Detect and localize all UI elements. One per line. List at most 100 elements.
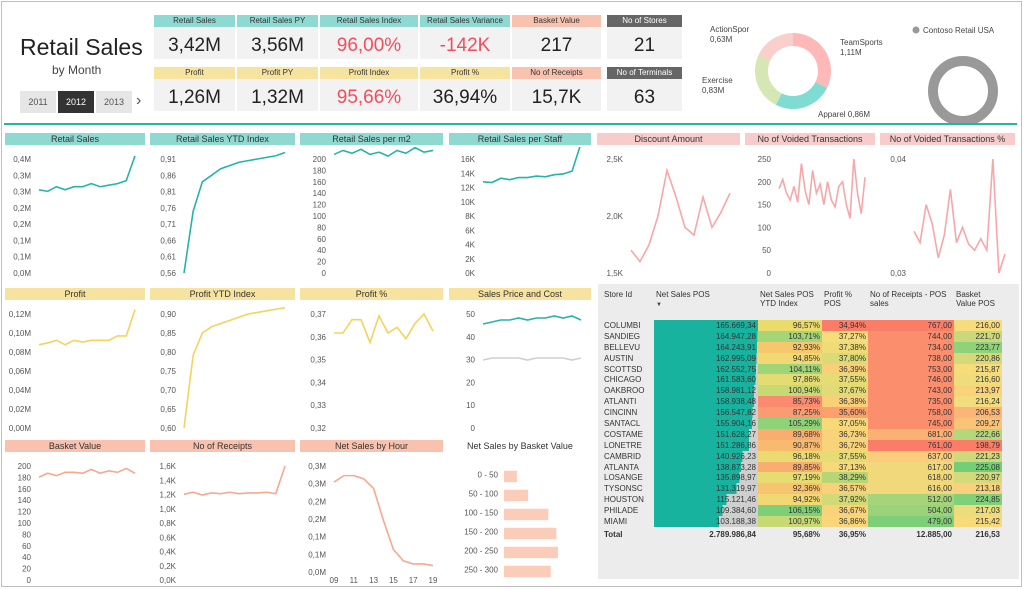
series-line[interactable] — [630, 167, 731, 264]
chart-profit-pct[interactable]: Profit % 0,32 0,33 0,34 0,35 0,36 0,37 — [300, 288, 443, 434]
col-header-ytd-index[interactable]: Net Sales POS YTD Index — [760, 290, 814, 308]
kpi-no-of-terminals[interactable]: No of Terminals 63 — [607, 67, 682, 111]
series-line[interactable] — [482, 315, 582, 325]
y-tick-label: 0,81 — [160, 188, 176, 197]
y-tick-label: 0,35 — [310, 356, 326, 365]
cell-store: CHICAGO — [604, 375, 642, 385]
bar[interactable] — [504, 527, 557, 540]
donut-slice-apparel[interactable] — [775, 82, 828, 109]
chart-profit-ytd-index[interactable]: Profit YTD Index 0,60 0,65 0,70 0,75 0,80 0,85… — [150, 288, 295, 434]
chart-net-sales-by-hour[interactable]: Net Sales by Hour 0,0M 0,1M 0,1M 0,2M 0,2M 0,3… — [300, 440, 443, 586]
kpi-value: 15,7K — [531, 87, 582, 108]
chart-no-of-receipts[interactable]: No of Receipts 0,0K 0,2K 0,4K 0,6K 0,8K 1,0K 1,… — [150, 440, 295, 586]
chart-sales-price-and-cost[interactable]: Sales Price and Cost 0 10 20 30 40 50 — [449, 288, 591, 434]
y-tick-label: 0,80 — [160, 348, 176, 357]
table-row[interactable]: MIAMI 103.188,38 100,97% 36,86% 479,00 215,42 — [602, 516, 1002, 527]
cell-store: BELLEVU — [604, 342, 641, 352]
col-header-receipts[interactable]: No of Receipts - POS sales — [870, 290, 947, 308]
y-tick-label: 40 — [317, 246, 326, 255]
y-tick-label: 0,4K — [160, 548, 177, 557]
kpi-profit-index[interactable]: Profit Index 95,66% — [320, 67, 418, 111]
series-line[interactable] — [183, 306, 286, 429]
donut-slice-exercise[interactable] — [755, 55, 782, 105]
chart-retail-sales-per-staff[interactable]: Retail Sales per Staff 0K 2K 4K 6K 8K 10K 12K 14… — [449, 133, 591, 279]
kpi-retail-sales[interactable]: Retail Sales 3,42M — [154, 15, 235, 59]
cell-profit: 36,38% — [822, 396, 868, 408]
chart-discount-amount[interactable]: Discount Amount 1,5K 2,0K 2,5K — [597, 133, 740, 279]
table-row[interactable]: PHILADE 109.384,60 106,15% 36,67% 504,00 217,… — [602, 505, 1002, 517]
table-row[interactable]: SCOTTSD 162.552,75 104,11% 36,39% 753,00 215,… — [602, 363, 1002, 375]
year-button-2012[interactable]: 2012 — [58, 91, 94, 113]
year-button-2013[interactable]: 2013 — [96, 91, 132, 113]
series-line[interactable] — [482, 147, 581, 184]
table-row[interactable]: TYSONSC 131.319,97 92,36% 36,57% 616,00 213,1… — [602, 483, 1002, 495]
donut-slice-actionspor[interactable] — [758, 33, 793, 61]
series-line[interactable] — [183, 465, 286, 496]
table-row[interactable]: CHICAGO 161.583,60 97,86% 37,55% 746,00 216,6… — [602, 374, 1002, 386]
chart-retail-sales-ytd-index[interactable]: Retail Sales YTD Index 0,56 0,61 0,66 0,71 0,… — [150, 133, 295, 279]
bar[interactable] — [504, 565, 551, 578]
cell-receipts: 761,00 — [868, 439, 954, 451]
chart-no-of-voided-transactions[interactable]: No of Voided Transactions 0 50 100 150 200 250 — [745, 133, 875, 279]
y-tick-label: 0,71 — [160, 220, 176, 229]
chart-retail-sales-per-m2[interactable]: Retail Sales per m2 0 20 40 60 80 100 120 140 160… — [300, 133, 443, 279]
series-line[interactable] — [913, 158, 1006, 274]
chevron-right-icon[interactable]: › — [136, 92, 142, 109]
series-line[interactable] — [778, 158, 866, 219]
series-line[interactable] — [38, 309, 136, 346]
bar[interactable] — [504, 489, 529, 502]
y-tick-label: 0,02M — [9, 405, 32, 414]
cell-basket: 220,97 — [954, 472, 1002, 484]
cell-basket: 209,27 — [954, 418, 1002, 429]
series-line[interactable] — [482, 357, 582, 361]
table-row[interactable]: CINCINN 156.547,82 87,25% 35,60% 758,00 206,5… — [602, 407, 1002, 419]
kpi-retail-sales-variance[interactable]: Retail Sales Variance -142K — [420, 15, 510, 59]
table-row[interactable]: CAMBRID 140.926,23 96,18% 37,55% 637,00 221,2… — [602, 450, 1002, 462]
chart-profit[interactable]: Profit 0,00M 0,02M 0,04M 0,06M 0,08M 0,10M 0,12… — [5, 288, 145, 434]
table-row[interactable]: HOUSTON 115.121,46 94,92% 37,92% 512,00 224,8… — [602, 494, 1002, 506]
chart-no-of-voided-transactions-pct[interactable]: No of Voided Transactions % 0,03 0,04 — [880, 133, 1015, 279]
table-row[interactable]: LOSANGE 135.898,97 97,19% 38,29% 618,00 220,9… — [602, 472, 1002, 484]
kpi-no-of-stores[interactable]: No of Stores 21 — [607, 15, 682, 59]
series-line[interactable] — [183, 151, 286, 274]
bar[interactable] — [504, 508, 549, 521]
series-line[interactable] — [334, 312, 434, 345]
series-line[interactable] — [38, 155, 136, 193]
table-row[interactable]: AUSTIN 162.995,09 94,85% 37,80% 738,00 220,86 — [602, 352, 1002, 364]
donut-slice-teamsports[interactable] — [793, 33, 831, 88]
table-row[interactable]: ATLANTA 138.873,28 89,85% 37,13% 617,00 225,0… — [602, 461, 1002, 473]
table-row[interactable]: SANDIEG 164.947,28 103,71% 37,27% 744,00 221,… — [602, 330, 1002, 342]
table-row[interactable]: SANTACL 155.904,16 105,29% 37,05% 745,00 209,… — [602, 418, 1002, 429]
table-row[interactable]: LONETRE 151.286,86 90,87% 36,72% 761,00 198,7… — [602, 439, 1002, 451]
series-line[interactable] — [38, 467, 136, 478]
col-header-net-sales[interactable]: Net Sales POS ▼ — [656, 290, 710, 308]
bar[interactable] — [504, 470, 517, 483]
y-tick-label: 1,6K — [160, 462, 177, 471]
cell-basket: 224,85 — [954, 494, 1002, 506]
kpi-profit[interactable]: Profit 1,26M — [154, 67, 235, 111]
chart-net-sales-by-basket-value[interactable]: Net Sales by Basket Value 0 - 50 50 - 100 1… — [449, 440, 591, 586]
kpi-no-of-receipts[interactable]: No of Receipts 15,7K — [512, 67, 601, 111]
bar[interactable] — [504, 546, 558, 559]
kpi-basket-value[interactable]: Basket Value 217 — [512, 15, 601, 59]
table-row[interactable]: ATLANTI 158.938,48 85,73% 36,38% 735,00 216,2… — [602, 396, 1002, 408]
table-row[interactable]: OAKBROO 158.981,12 100,94% 37,67% 743,00 213,… — [602, 385, 1002, 397]
col-header-basket[interactable]: Basket Value POS — [956, 290, 995, 308]
cell-profit: 37,13% — [822, 461, 868, 473]
kpi-retail-sales-py[interactable]: Retail Sales PY 3,56M — [237, 15, 318, 59]
chart-retail-sales[interactable]: Retail Sales 0,0M 0,1M 0,1M 0,2M 0,2M 0,3M 0,3M… — [5, 133, 145, 279]
kpi-retail-sales-index[interactable]: Retail Sales Index 96,00% — [320, 15, 418, 59]
cell-net-sales: 151.286,86 — [654, 439, 758, 451]
series-line[interactable] — [333, 147, 434, 158]
sort-desc-icon[interactable]: ▼ — [656, 302, 662, 308]
table-row[interactable]: COSTAME 151.628,27 89,68% 36,73% 681,00 222,6… — [602, 428, 1002, 440]
table-row[interactable]: COLUMBI 165.669,34 96,57% 34,94% 767,00 216,0… — [602, 320, 1002, 331]
col-header-store[interactable]: Store Id — [604, 290, 633, 299]
series-line[interactable] — [333, 474, 434, 567]
table-row[interactable]: BELLEVU 164.243,91 92,93% 37,38% 734,00 223,7… — [602, 341, 1002, 353]
year-button-2011[interactable]: 2011 — [20, 91, 56, 113]
kpi-profit-pct[interactable]: Profit % 36,94% — [420, 67, 510, 111]
kpi-profit-py[interactable]: Profit PY 1,32M — [237, 67, 318, 111]
col-header-profit[interactable]: Profit % POS — [824, 290, 853, 308]
chart-basket-value[interactable]: Basket Value 0 20 40 60 80 100 120 140 160 180 200 — [5, 440, 145, 586]
